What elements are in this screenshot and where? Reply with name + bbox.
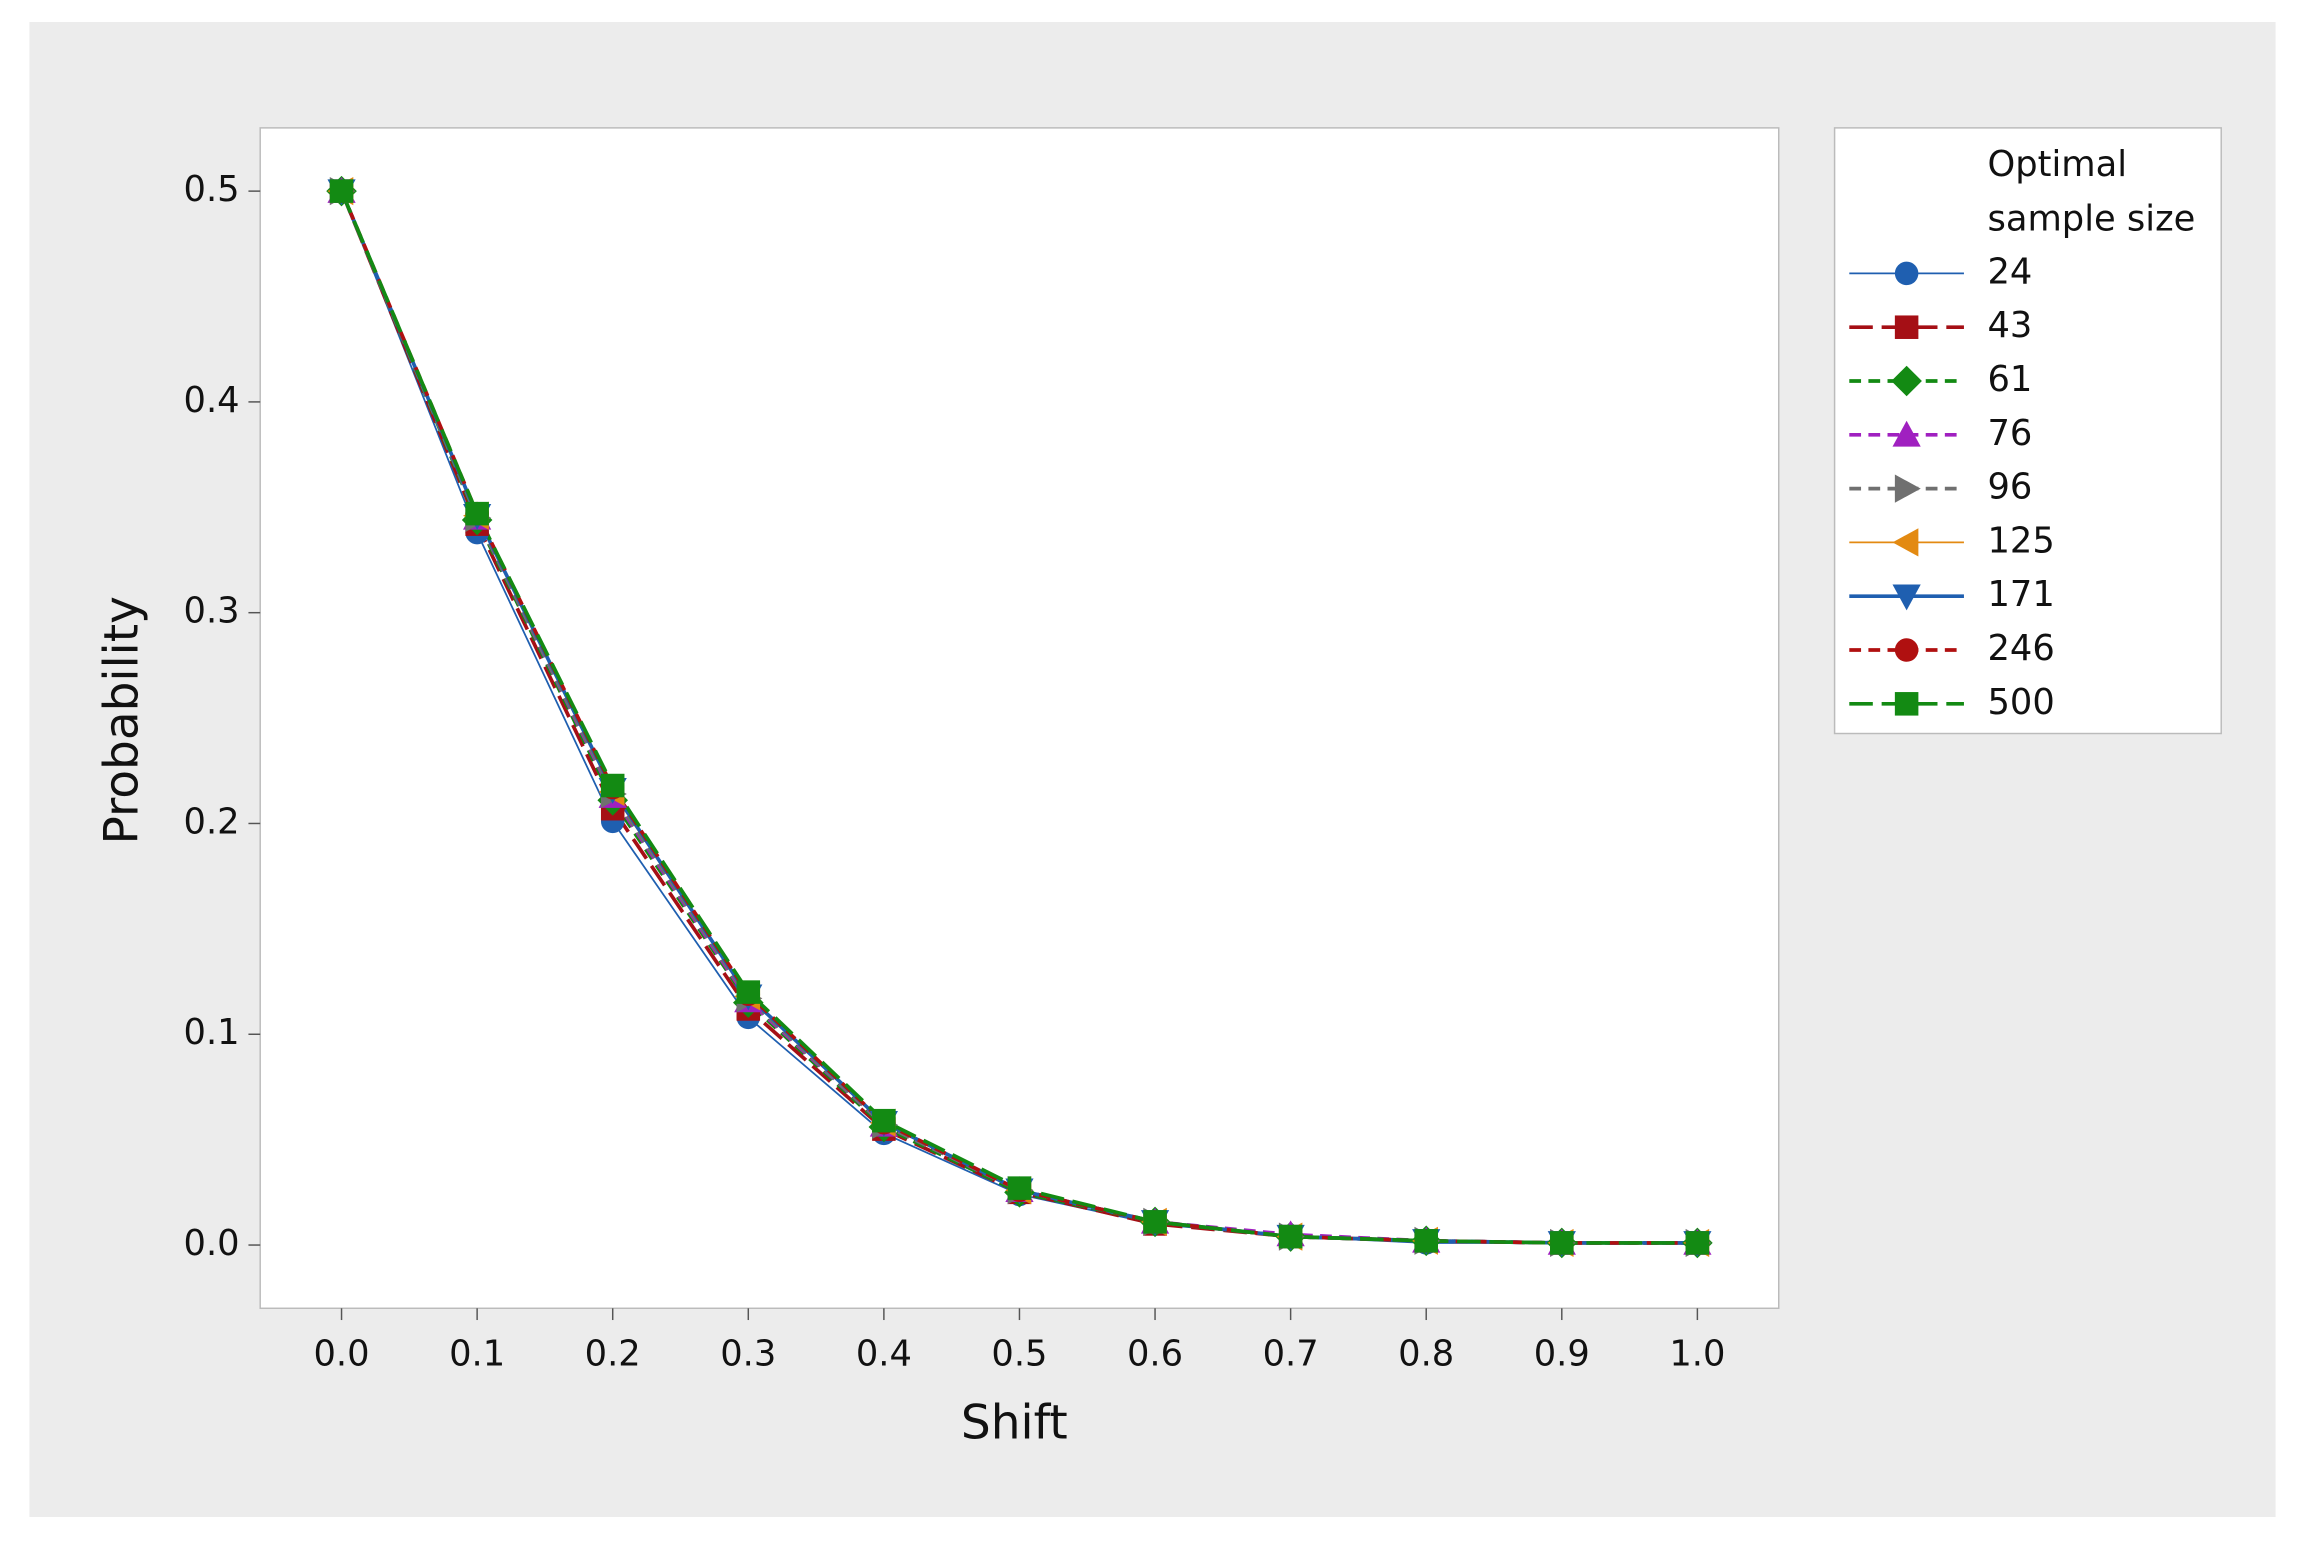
- data-point: [1414, 1229, 1438, 1253]
- legend-marker: [1894, 692, 1919, 716]
- y-axis-label: Probability: [94, 596, 149, 845]
- legend-marker: [1892, 528, 1919, 557]
- x-tick-label: 0.4: [856, 1333, 912, 1374]
- x-tick-label: 0.5: [991, 1333, 1047, 1374]
- legend-title: sample size: [1987, 198, 2195, 239]
- legend-title: Optimal: [1987, 144, 2127, 185]
- data-point: [1685, 1231, 1710, 1255]
- data-point: [465, 501, 489, 526]
- data-point: [329, 179, 354, 203]
- data-point: [872, 1108, 896, 1133]
- y-tick-label: 0.1: [184, 1012, 240, 1053]
- x-tick-label: 0.0: [313, 1333, 369, 1374]
- plot-area: [259, 127, 1780, 1310]
- data-point: [600, 773, 625, 798]
- legend-label: 500: [1987, 682, 2054, 723]
- legend-label: 125: [1987, 520, 2054, 561]
- legend-label: 76: [1987, 413, 2032, 454]
- y-tick-label: 0.2: [184, 801, 240, 842]
- x-tick-label: 0.8: [1398, 1333, 1454, 1374]
- x-tick-label: 1.0: [1669, 1333, 1725, 1374]
- legend-marker: [1892, 420, 1921, 447]
- x-tick-label: 0.1: [449, 1333, 505, 1374]
- legend-label: 246: [1987, 628, 2054, 669]
- x-tick-label: 0.3: [720, 1333, 776, 1374]
- legend-label: 24: [1987, 251, 2032, 292]
- legend-label: 171: [1987, 574, 2054, 615]
- legend-marker: [1894, 638, 1919, 662]
- legend-box: [1833, 127, 2222, 735]
- legend-marker: [1891, 365, 1922, 397]
- x-tick-label: 0.2: [585, 1333, 641, 1374]
- legend-marker: [1894, 261, 1919, 286]
- x-axis-label: Shift: [961, 1395, 1068, 1450]
- legend-label: 43: [1987, 305, 2032, 346]
- y-tick-label: 0.5: [184, 169, 240, 210]
- x-tick-label: 0.9: [1534, 1333, 1590, 1374]
- data-point: [1143, 1210, 1167, 1234]
- data-point: [1007, 1176, 1032, 1200]
- legend-marker: [1894, 315, 1919, 339]
- legend-marker: [1894, 474, 1921, 503]
- y-tick-label: 0.0: [184, 1223, 240, 1264]
- legend-label: 96: [1987, 467, 2032, 508]
- data-point: [1278, 1224, 1303, 1249]
- y-tick-label: 0.3: [184, 591, 240, 632]
- legend-label: 61: [1987, 359, 2032, 400]
- data-point: [736, 980, 761, 1004]
- x-tick-label: 0.6: [1127, 1333, 1183, 1374]
- y-tick-label: 0.4: [184, 380, 240, 421]
- data-point: [1550, 1231, 1574, 1255]
- legend-marker: [1892, 584, 1921, 611]
- x-tick-label: 0.7: [1263, 1333, 1319, 1374]
